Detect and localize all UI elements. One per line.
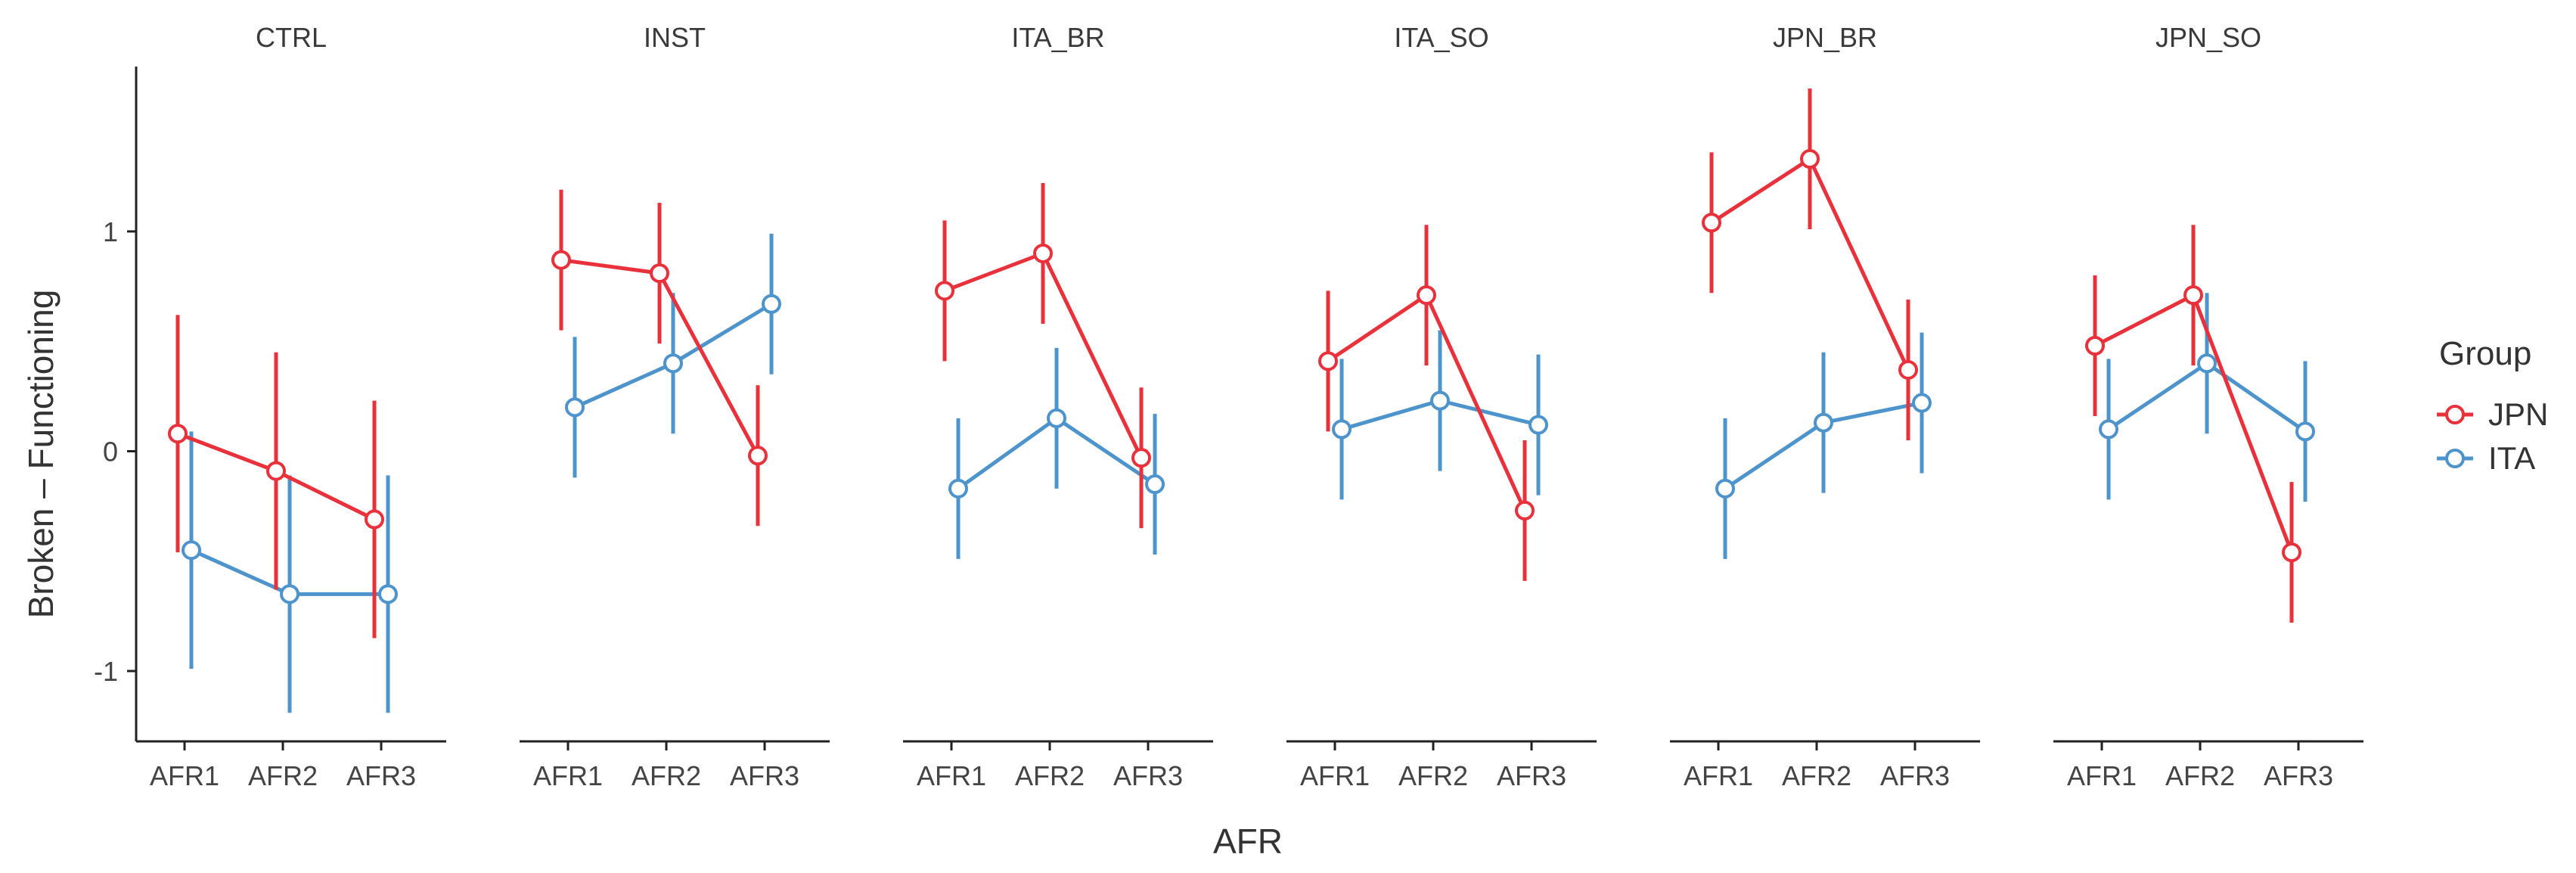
point-ita-ctrl-afr3	[378, 584, 398, 604]
point-jpn-ita-br-afr1	[935, 281, 954, 301]
x-tick-label-ita-br-afr1: AFR1	[917, 760, 986, 791]
point-jpn-jpn-br-afr3	[1898, 359, 1918, 380]
panel-jpn-br: JPN_BR AFR1 AFR2 AFR3	[1670, 22, 1980, 791]
point-jpn-ctrl-afr1	[168, 424, 188, 444]
point-ita-ita-so-afr3	[1529, 415, 1548, 435]
point-jpn-ita-br-afr2	[1033, 243, 1053, 263]
legend-label-ita: ITA	[2488, 440, 2535, 476]
point-jpn-jpn-so-afr3	[2282, 542, 2301, 563]
x-tick-label-jpn-so-afr3: AFR3	[2264, 760, 2333, 791]
x-tick-label-ita-br-afr2: AFR2	[1015, 760, 1085, 791]
legend-key-marker-jpn	[2445, 405, 2465, 424]
point-jpn-ita-so-afr2	[1417, 285, 1436, 306]
point-jpn-ita-br-afr3	[1131, 448, 1151, 468]
point-ita-ctrl-afr1	[182, 540, 201, 561]
legend: Group JPN ITA	[2437, 335, 2548, 476]
series-jpn-jpn-so	[2085, 225, 2301, 623]
series-jpn-jpn-br	[1702, 89, 1918, 440]
facet-title-jpn-br: JPN_BR	[1773, 22, 1877, 53]
x-tick-label-jpn-br-afr2: AFR2	[1782, 760, 1851, 791]
point-ita-jpn-br-afr1	[1715, 478, 1735, 499]
point-ita-ita-so-afr2	[1430, 390, 1450, 411]
facet-title-ctrl: CTRL	[256, 22, 327, 53]
point-jpn-jpn-so-afr1	[2085, 336, 2105, 356]
x-tick-label-ctrl-afr1: AFR1	[150, 760, 219, 791]
point-ita-ita-br-afr2	[1047, 408, 1066, 428]
x-tick-label-ctrl-afr3: AFR3	[346, 760, 416, 791]
series-ita-ita-so	[1332, 330, 1548, 500]
point-jpn-inst-afr1	[551, 250, 571, 270]
series-ita-ita-br	[948, 347, 1165, 559]
x-tick-label-jpn-br-afr1: AFR1	[1684, 760, 1753, 791]
x-axis-title: AFR	[1213, 822, 1283, 861]
panel-inst: INST AFR1 AFR2 AFR3	[520, 22, 830, 791]
point-ita-jpn-br-afr3	[1912, 393, 1932, 413]
point-ita-ita-br-afr3	[1145, 474, 1165, 495]
point-ita-jpn-so-afr1	[2099, 419, 2118, 440]
facet-title-ita-so: ITA_SO	[1394, 22, 1488, 53]
x-tick-label-inst-afr3: AFR3	[730, 760, 799, 791]
y-tick-label-1: 1	[103, 216, 118, 247]
x-tick-label-inst-afr2: AFR2	[632, 760, 701, 791]
x-tick-label-jpn-so-afr2: AFR2	[2165, 760, 2235, 791]
y-tick-label--1: -1	[94, 656, 118, 687]
point-jpn-ita-so-afr1	[1318, 351, 1338, 371]
facet-title-ita-br: ITA_BR	[1011, 22, 1104, 53]
x-tick-label-jpn-so-afr1: AFR1	[2067, 760, 2137, 791]
series-ita-inst	[565, 233, 781, 478]
point-jpn-ctrl-afr2	[266, 461, 286, 481]
series-ita-jpn-br	[1715, 332, 1932, 559]
x-tick-label-ctrl-afr2: AFR2	[248, 760, 318, 791]
point-ita-ctrl-afr2	[280, 584, 299, 604]
point-jpn-ctrl-afr3	[365, 509, 384, 530]
point-ita-jpn-br-afr2	[1814, 412, 1833, 433]
series-ita-jpn-so	[2099, 293, 2315, 502]
point-jpn-jpn-br-afr1	[1702, 213, 1721, 233]
point-ita-inst-afr2	[663, 353, 683, 374]
point-jpn-inst-afr3	[748, 446, 768, 466]
point-jpn-jpn-so-afr2	[2183, 285, 2203, 306]
panel-ita-so: ITA_SO AFR1 AFR2 AFR3	[1286, 22, 1597, 791]
point-jpn-jpn-br-afr2	[1800, 149, 1820, 169]
point-ita-jpn-so-afr2	[2197, 353, 2217, 374]
panel-ctrl: CTRL AFR1 AFR2 AFR3 -1 0 1	[94, 22, 446, 791]
legend-key-marker-ita	[2445, 449, 2465, 468]
point-ita-ita-br-afr1	[948, 478, 968, 499]
point-ita-jpn-so-afr3	[2295, 421, 2315, 442]
panel-jpn-so: JPN_SO AFR1 AFR2 AFR3	[2053, 22, 2363, 791]
y-axis-title: Broken – Functioning	[21, 290, 61, 619]
series-jpn-ita-br	[935, 182, 1151, 529]
series-jpn-ctrl	[168, 315, 384, 638]
point-ita-ita-so-afr1	[1332, 419, 1352, 440]
point-jpn-ita-so-afr3	[1515, 500, 1535, 520]
series-jpn-ita-so	[1318, 225, 1535, 581]
series-jpn-inst	[551, 189, 768, 527]
legend-title: Group	[2439, 335, 2531, 372]
facet-title-jpn-so: JPN_SO	[2155, 22, 2261, 53]
x-tick-label-jpn-br-afr3: AFR3	[1880, 760, 1950, 791]
point-ita-inst-afr1	[565, 397, 585, 418]
legend-item-ita: ITA	[2437, 440, 2535, 476]
point-jpn-inst-afr2	[650, 263, 669, 284]
y-tick-label-0: 0	[103, 436, 118, 467]
point-ita-inst-afr3	[762, 294, 781, 314]
x-tick-label-inst-afr1: AFR1	[533, 760, 603, 791]
panel-ita-br: ITA_BR AFR1 AFR2 AFR3	[903, 22, 1213, 791]
legend-label-jpn: JPN	[2488, 396, 2548, 432]
legend-item-jpn: JPN	[2437, 396, 2548, 432]
facet-title-inst: INST	[644, 22, 706, 53]
x-tick-label-ita-br-afr3: AFR3	[1113, 760, 1183, 791]
x-tick-label-ita-so-afr1: AFR1	[1300, 760, 1370, 791]
series-ita-ctrl	[182, 431, 398, 713]
x-tick-label-ita-so-afr2: AFR2	[1398, 760, 1468, 791]
x-tick-label-ita-so-afr3: AFR3	[1497, 760, 1566, 791]
